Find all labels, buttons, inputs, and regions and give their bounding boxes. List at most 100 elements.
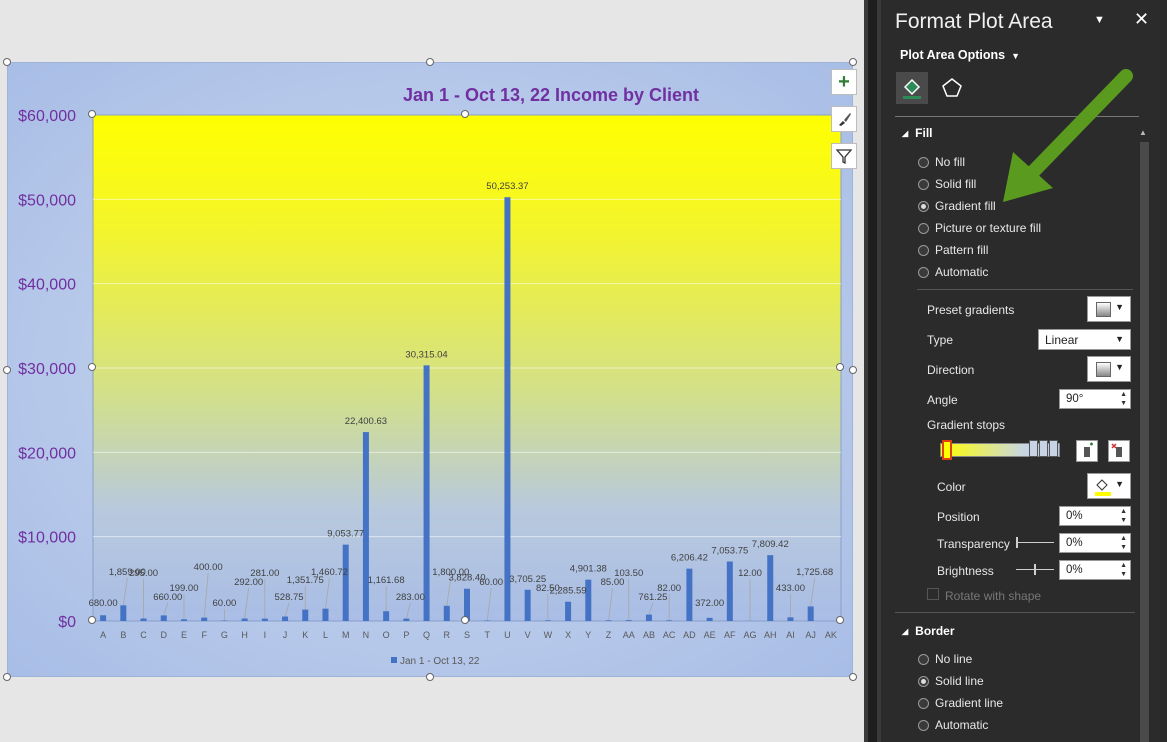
fill-option[interactable]: Pattern fill: [918, 241, 988, 259]
border-option[interactable]: Automatic: [918, 716, 988, 734]
radio-button[interactable]: [918, 200, 929, 212]
brightness-spinner[interactable]: 0% ▲ ▼: [1059, 560, 1131, 580]
chart-styles-button[interactable]: [831, 106, 857, 132]
border-option[interactable]: Gradient line: [918, 694, 1003, 712]
plot-resize-handle[interactable]: [88, 110, 96, 118]
resize-handle[interactable]: [3, 673, 11, 681]
resize-handle[interactable]: [849, 366, 857, 374]
radio-button[interactable]: [918, 697, 929, 709]
plot-resize-handle[interactable]: [836, 616, 844, 624]
close-icon[interactable]: ✕: [1134, 9, 1150, 29]
pane-options-dropdown[interactable]: ▼: [1094, 14, 1105, 26]
pane-scrollbar[interactable]: ▲: [1137, 126, 1151, 742]
remove-gradient-stop-button[interactable]: [1108, 440, 1130, 462]
resize-handle[interactable]: [849, 673, 857, 681]
type-dropdown[interactable]: Linear ▼: [1038, 329, 1131, 350]
gradient-stop[interactable]: [1049, 440, 1058, 457]
color-picker-dropdown[interactable]: ▼: [1087, 473, 1131, 499]
bar[interactable]: [201, 617, 208, 621]
position-spinner[interactable]: 0% ▲ ▼: [1059, 506, 1131, 526]
bar[interactable]: [464, 588, 470, 621]
bar[interactable]: [221, 620, 228, 621]
bar[interactable]: [403, 618, 410, 621]
bar[interactable]: [585, 579, 592, 621]
plot-resize-handle[interactable]: [88, 363, 96, 371]
bar[interactable]: [261, 618, 268, 621]
scroll-up-icon[interactable]: ▲: [1139, 128, 1147, 137]
bar[interactable]: [645, 614, 652, 621]
spin-arrows-icon[interactable]: ▲ ▼: [1120, 391, 1127, 407]
bar[interactable]: [140, 618, 147, 621]
bar[interactable]: [544, 620, 551, 621]
bar[interactable]: [322, 608, 329, 621]
spin-arrows-icon[interactable]: ▲ ▼: [1120, 562, 1127, 578]
gradient-stop[interactable]: [1029, 440, 1038, 457]
bar[interactable]: [423, 365, 430, 621]
spin-arrows-icon[interactable]: ▲ ▼: [1120, 508, 1127, 524]
bar[interactable]: [504, 197, 511, 621]
tab-effects[interactable]: [936, 72, 968, 104]
rotate-with-shape-checkbox[interactable]: [927, 588, 939, 600]
bar[interactable]: [686, 568, 693, 621]
bar[interactable]: [807, 606, 814, 621]
bar[interactable]: [726, 561, 733, 621]
plot-resize-handle[interactable]: [461, 110, 469, 118]
chart-filters-button[interactable]: [831, 143, 857, 169]
fill-option[interactable]: Solid fill: [918, 175, 976, 193]
bar[interactable]: [160, 615, 167, 621]
resize-handle[interactable]: [849, 58, 857, 66]
spin-arrows-icon[interactable]: ▲ ▼: [1120, 535, 1127, 551]
bar[interactable]: [241, 618, 248, 621]
gradient-stop-selected[interactable]: [942, 440, 952, 460]
fill-option[interactable]: Automatic: [918, 263, 988, 281]
bar[interactable]: [120, 605, 127, 621]
bar[interactable]: [484, 620, 491, 621]
radio-button[interactable]: [918, 178, 929, 190]
radio-button[interactable]: [918, 653, 929, 665]
bar[interactable]: [605, 620, 612, 621]
bar[interactable]: [443, 605, 450, 621]
fill-option[interactable]: No fill: [918, 153, 965, 171]
bar[interactable]: [565, 601, 572, 621]
chart-area[interactable]: $0 $10,000 $20,000 $30,000 $40,000 $50,000 $60…: [7, 62, 857, 677]
radio-button[interactable]: [918, 266, 929, 278]
chart-title[interactable]: Jan 1 - Oct 13, 22 Income by Client: [403, 85, 699, 105]
radio-button[interactable]: [918, 156, 929, 168]
transparency-spinner[interactable]: 0% ▲ ▼: [1059, 533, 1131, 553]
scrollbar-thumb[interactable]: [1140, 142, 1149, 742]
radio-button[interactable]: [918, 222, 929, 234]
border-section-header[interactable]: ◢ Border: [902, 624, 955, 638]
bar[interactable]: [180, 619, 187, 621]
bar[interactable]: [787, 617, 794, 621]
chart-elements-button[interactable]: +: [831, 69, 857, 95]
bar[interactable]: [383, 611, 390, 621]
pane-splitter[interactable]: [864, 0, 881, 742]
bar[interactable]: [342, 544, 349, 621]
gradient-stops-slider[interactable]: [940, 440, 1060, 460]
add-gradient-stop-button[interactable]: [1076, 440, 1098, 462]
border-option[interactable]: Solid line: [918, 672, 984, 690]
radio-button[interactable]: [918, 719, 929, 731]
gradient-stop[interactable]: [1039, 440, 1048, 457]
transparency-slider[interactable]: [1016, 537, 1054, 548]
fill-option[interactable]: Gradient fill: [918, 197, 996, 215]
direction-dropdown[interactable]: ▼: [1087, 356, 1131, 382]
tab-fill-line[interactable]: [896, 72, 928, 104]
resize-handle[interactable]: [3, 58, 11, 66]
bar[interactable]: [282, 616, 289, 621]
resize-handle[interactable]: [426, 58, 434, 66]
fill-section-header[interactable]: ◢ Fill: [902, 126, 933, 140]
bar-series[interactable]: [100, 197, 814, 621]
bar[interactable]: [706, 617, 713, 621]
bar[interactable]: [100, 615, 107, 621]
legend[interactable]: Jan 1 - Oct 13, 22: [391, 656, 480, 667]
border-option[interactable]: No line: [918, 650, 972, 668]
resize-handle[interactable]: [3, 366, 11, 374]
preset-gradients-dropdown[interactable]: ▼: [1087, 296, 1131, 322]
bar[interactable]: [362, 432, 369, 621]
radio-button[interactable]: [918, 244, 929, 256]
bar[interactable]: [666, 620, 673, 621]
bar[interactable]: [767, 555, 774, 621]
plot-area-options-menu[interactable]: Plot Area Options ▼: [900, 48, 1020, 62]
resize-handle[interactable]: [426, 673, 434, 681]
